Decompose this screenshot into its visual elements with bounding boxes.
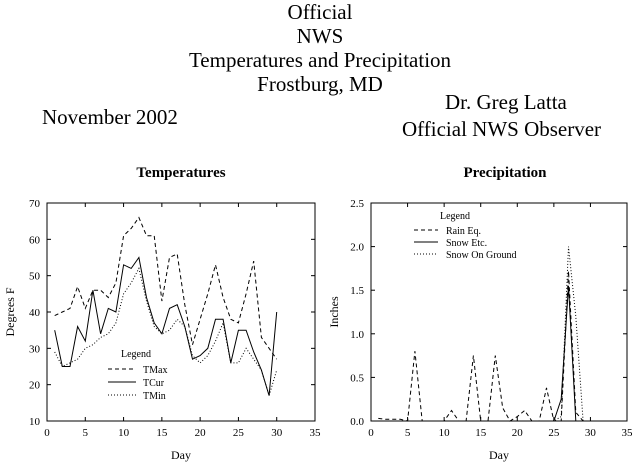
report-month: November 2002	[42, 105, 178, 129]
temp-legend-label-0: TMax	[143, 365, 167, 376]
temp-legend-label-2: TMin	[143, 391, 166, 402]
temp-xtick-label-5: 25	[233, 427, 245, 439]
precip-ytick-label-3: 1.5	[350, 285, 364, 297]
temp-ytick-label-6: 70	[29, 198, 41, 210]
precip-xtick-label-4: 20	[512, 427, 524, 439]
precip-series-line-snow-etc-	[378, 285, 591, 422]
temp-xtick-label-4: 20	[195, 427, 207, 439]
temp-legend-title: Legend	[121, 349, 151, 360]
precip-xtick-label-5: 25	[548, 427, 560, 439]
temp-ytick-label-3: 40	[29, 307, 41, 319]
temp-chart-title: Temperatures	[136, 165, 225, 181]
precip-xtick-label-6: 30	[585, 427, 597, 439]
title-line-2: NWS	[296, 24, 344, 48]
temp-xtick-label-3: 15	[156, 427, 168, 439]
precip-ytick-label-5: 2.5	[350, 198, 364, 210]
temp-series-line-tmax	[54, 216, 278, 360]
precip-xtick-label-7: 35	[622, 427, 634, 439]
title-line-1: Official	[287, 0, 353, 24]
precip-legend-label-1: Snow Etc.	[446, 238, 487, 249]
temp-series-line-tmin	[54, 266, 278, 398]
temp-x-axis-label: Day	[171, 448, 191, 462]
temp-xtick-label-7: 35	[310, 427, 322, 439]
temp-plot-frame	[46, 202, 316, 422]
precip-xtick-label-1: 5	[405, 427, 411, 439]
precip-series-line-snow-on-ground	[378, 246, 591, 422]
temp-xtick-label-6: 30	[271, 427, 283, 439]
title-line-4: Frostburg, MD	[257, 72, 383, 96]
temp-ytick-label-4: 50	[29, 271, 41, 283]
precip-plot-frame	[370, 202, 628, 422]
precip-chart-title: Precipitation	[463, 165, 547, 181]
precip-x-axis-label: Day	[489, 448, 509, 462]
temp-ytick-label-5: 60	[29, 234, 41, 246]
precip-ytick-label-1: 0.5	[350, 372, 364, 384]
temp-xtick-label-1: 5	[83, 427, 89, 439]
temp-series-line-tcur	[54, 256, 278, 396]
precip-xtick-label-0: 0	[368, 427, 374, 439]
title-line-3: Temperatures and Precipitation	[188, 48, 452, 72]
temp-ytick-label-2: 30	[29, 343, 41, 355]
precip-xtick-label-2: 10	[439, 427, 451, 439]
temp-ytick-label-1: 20	[29, 380, 41, 392]
temp-xtick-label-0: 0	[44, 427, 50, 439]
temp-ytick-label-0: 10	[29, 416, 41, 428]
temp-y-axis-label: Degrees F	[3, 287, 17, 336]
temp-legend-label-1: TCur	[143, 378, 165, 389]
precip-xtick-label-3: 15	[475, 427, 487, 439]
precip-legend-label-0: Rain Eq.	[446, 226, 481, 237]
temp-xtick-label-2: 10	[118, 427, 130, 439]
precip-y-axis-label: Inches	[327, 296, 341, 328]
precip-ytick-label-2: 1.0	[350, 329, 364, 341]
precip-ytick-label-0: 0.0	[350, 416, 364, 428]
observer-name: Dr. Greg Latta	[445, 90, 567, 114]
precip-ytick-label-4: 2.0	[350, 242, 364, 254]
precip-series-line-rain-eq-	[378, 270, 591, 422]
precip-legend-title: Legend	[440, 211, 470, 222]
observer-role: Official NWS Observer	[402, 117, 602, 141]
precip-legend-label-2: Snow On Ground	[446, 250, 517, 261]
